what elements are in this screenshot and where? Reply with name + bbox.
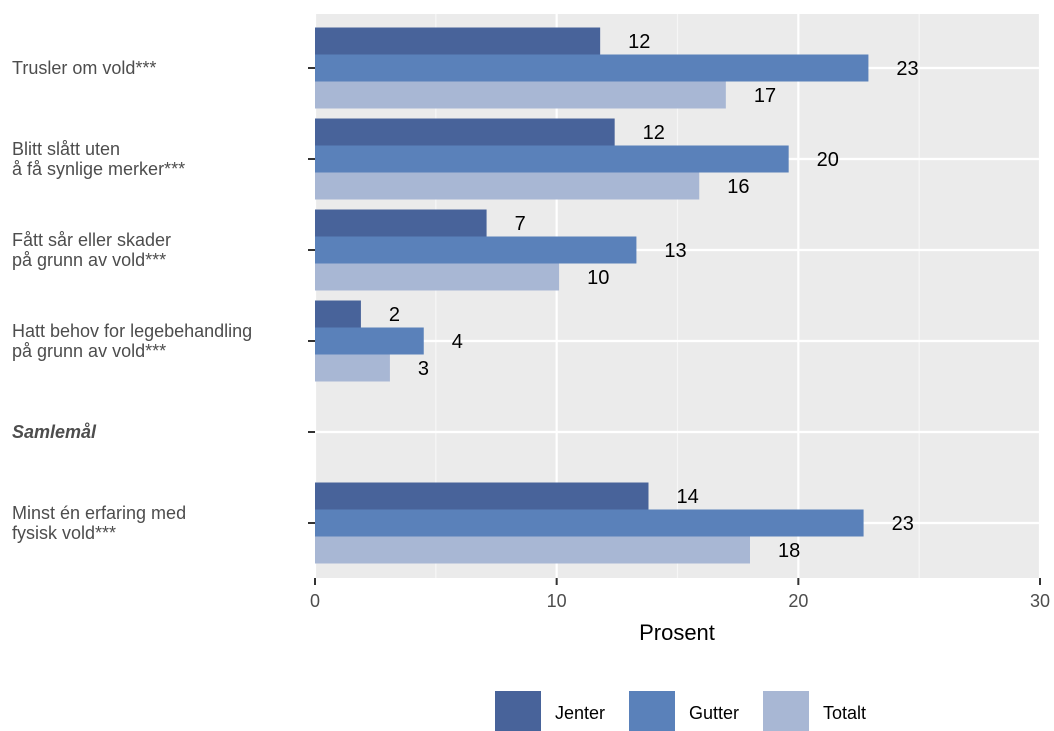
value-label: 16 [727, 176, 749, 198]
bar-jenter [315, 27, 601, 55]
value-label: 12 [628, 31, 650, 53]
bar-totalt [315, 263, 560, 291]
category-label-line: Fått sår eller skader [12, 230, 171, 250]
bar-totalt [315, 81, 726, 109]
category-label-line: på grunn av vold*** [12, 250, 166, 270]
value-label: 10 [587, 267, 609, 289]
legend-item-totalt: Totalt [763, 691, 866, 731]
value-label: 17 [754, 85, 776, 107]
value-label: 23 [892, 513, 914, 535]
x-tick-label: 30 [1030, 591, 1050, 611]
x-axis: 0 10 20 30 [310, 578, 1050, 611]
bar-totalt [315, 172, 700, 200]
bar-gutter [315, 145, 789, 173]
value-label: 3 [418, 358, 429, 380]
category-label-line: Blitt slått uten [12, 139, 120, 159]
category-label-line: å få synlige merker*** [12, 159, 185, 179]
legend-key [629, 691, 675, 731]
bar-gutter [315, 54, 869, 82]
bar-totalt [315, 354, 390, 382]
bar-gutter [315, 509, 864, 537]
legend-item-jenter: Jenter [495, 691, 605, 731]
category-label-line: på grunn av vold*** [12, 341, 166, 361]
category-label: Trusler om vold*** [12, 58, 156, 78]
category-label-line: Minst én erfaring med [12, 503, 186, 523]
bar-jenter [315, 209, 487, 237]
bar-gutter [315, 327, 424, 355]
legend-item-gutter: Gutter [629, 691, 739, 731]
bar-gutter [315, 236, 637, 264]
legend-key [495, 691, 541, 731]
value-label: 7 [515, 213, 526, 235]
x-axis-title: Prosent [639, 620, 715, 645]
category-label: Samlemål [12, 422, 97, 442]
y-axis: Trusler om vold*** Blitt slått uten å få s… [12, 58, 315, 543]
legend-key [763, 691, 809, 731]
category-label-line: Samlemål [12, 422, 97, 442]
value-label: 14 [677, 486, 699, 508]
bar-jenter [315, 118, 615, 146]
value-label: 12 [643, 122, 665, 144]
category-label-line: Trusler om vold*** [12, 58, 156, 78]
bar-totalt [315, 536, 750, 564]
value-labels: 12 23 17 12 20 16 7 13 10 2 4 3 14 23 18 [389, 31, 919, 562]
legend-label: Jenter [555, 703, 605, 723]
x-tick-label: 20 [788, 591, 808, 611]
category-label-line: Hatt behov for legebehandling [12, 321, 252, 341]
value-label: 18 [778, 540, 800, 562]
category-label: Hatt behov for legebehandling på grunn av… [12, 321, 252, 361]
bar-jenter [315, 300, 361, 328]
category-label: Blitt slått uten å få synlige merker*** [12, 139, 185, 179]
category-label: Fått sår eller skader på grunn av vold*** [12, 230, 171, 270]
x-tick-label: 0 [310, 591, 320, 611]
legend-label: Gutter [689, 703, 739, 723]
value-label: 23 [896, 58, 918, 80]
value-label: 2 [389, 304, 400, 326]
value-label: 13 [664, 240, 686, 262]
category-label-line: fysisk vold*** [12, 523, 116, 543]
value-label: 4 [452, 331, 463, 353]
x-tick-label: 10 [547, 591, 567, 611]
legend-label: Totalt [823, 703, 866, 723]
bar-jenter [315, 482, 649, 510]
bars [315, 27, 869, 564]
category-label: Minst én erfaring med fysisk vold*** [12, 503, 186, 543]
legend: Jenter Gutter Totalt [495, 691, 866, 731]
value-label: 20 [817, 149, 839, 171]
